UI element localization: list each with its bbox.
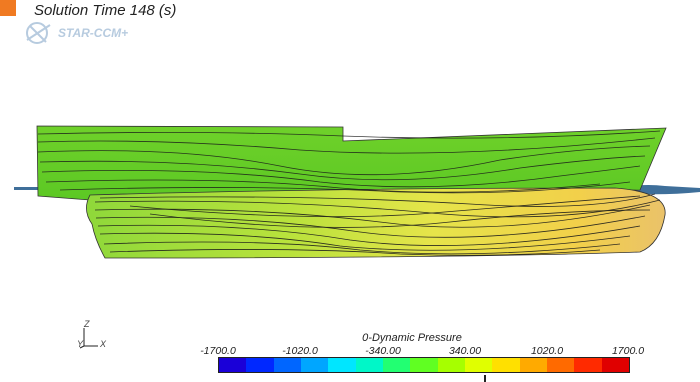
star-logo-icon (26, 22, 51, 44)
axis-z-label: Z (84, 319, 90, 329)
colorbar-band (519, 358, 547, 372)
hull-underwater (86, 187, 666, 259)
colorbar-band (219, 358, 247, 372)
axis-y-label: Y (77, 339, 84, 349)
colorbar-band (546, 358, 575, 372)
hull-topsides (36, 125, 667, 201)
streamlines-topsides (37, 130, 661, 194)
colorbar-band (246, 358, 274, 372)
axis-x-label: X (100, 339, 107, 349)
legend-title: 0-Dynamic Pressure (362, 332, 462, 344)
colorbar-band (382, 358, 411, 372)
logo-text: STAR-CCM+ (58, 26, 129, 40)
legend-tick: -1020.0 (282, 345, 318, 357)
colorbar-band (328, 358, 356, 372)
colorbar-band (601, 358, 629, 372)
colorbar-band (410, 358, 438, 372)
legend-tick: 1700.0 (611, 345, 645, 357)
colorbar-band (492, 358, 520, 372)
legend-tick: 340.00 (448, 345, 482, 357)
colorbar-band (437, 358, 465, 372)
legend-tick: -340.00 (365, 345, 401, 357)
colorbar-band (355, 358, 383, 372)
colorbar-band (273, 358, 301, 372)
colorbar-band (464, 358, 493, 372)
water-surface (14, 187, 40, 190)
mouse-cursor-mark (484, 375, 486, 382)
streamlines-underwater (94, 193, 661, 256)
pressure-colorbar (218, 357, 630, 373)
star-ccm-logo: STAR-CCM+ (24, 18, 128, 48)
axis-triad: Z X Y (70, 319, 120, 356)
colorbar-band (300, 358, 329, 372)
solution-time-label: Solution Time 148 (s) (34, 2, 177, 19)
legend-tick: -1700.0 (200, 345, 236, 357)
colorbar-band (574, 358, 602, 372)
corner-marker (0, 0, 16, 16)
axis-triad-icon (79, 328, 98, 349)
legend-tick: 1020.0 (530, 345, 564, 357)
